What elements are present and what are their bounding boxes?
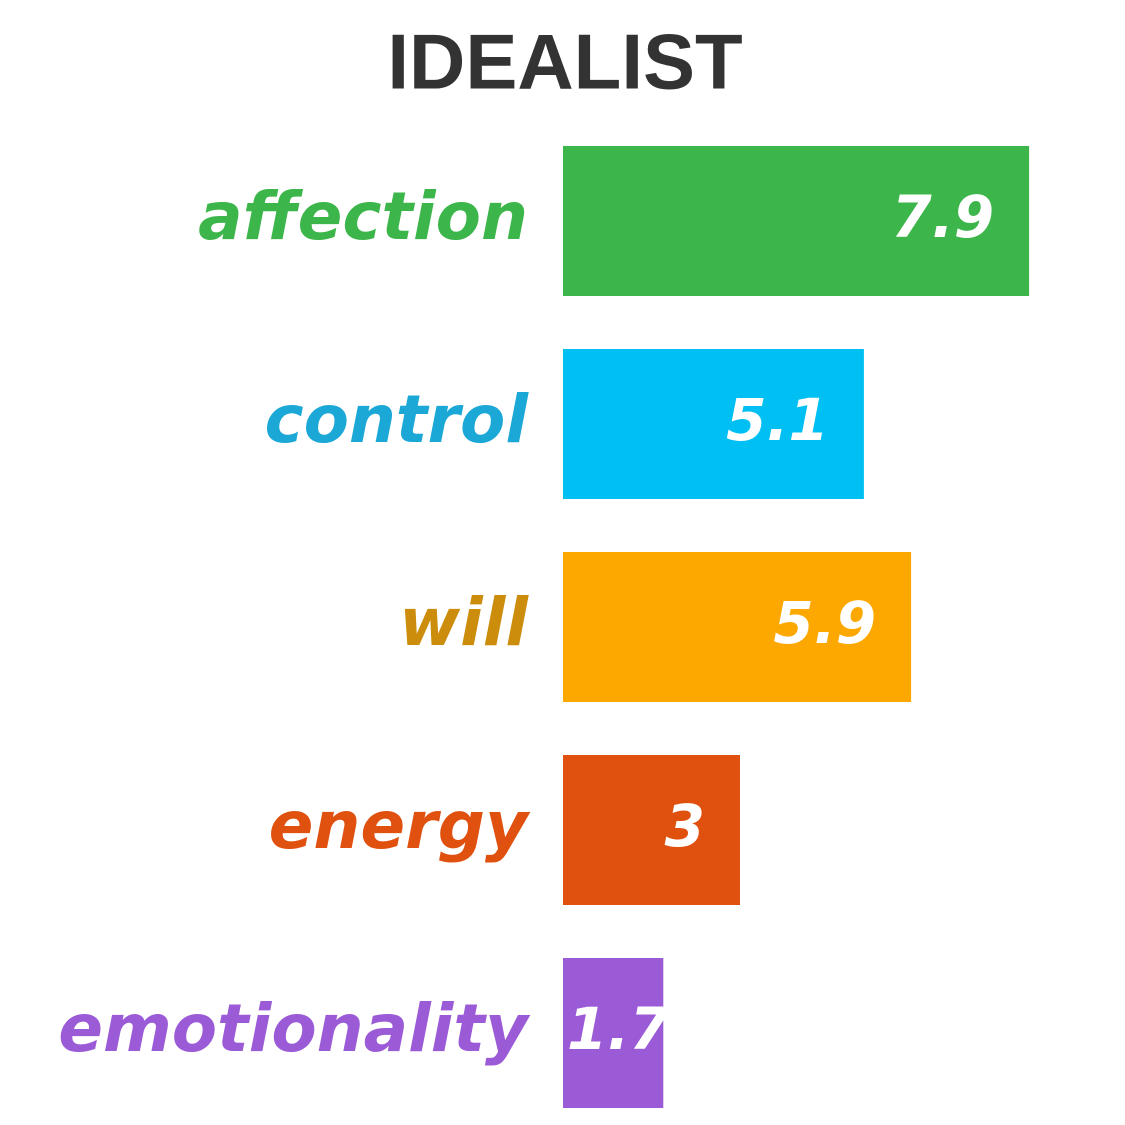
value-label: 5.1 xyxy=(726,386,829,454)
category-label: will xyxy=(399,584,529,661)
category-label: affection xyxy=(198,178,528,255)
category-label: energy xyxy=(269,787,531,864)
bar xyxy=(563,958,664,1108)
bar xyxy=(563,349,864,499)
value-label: 7.9 xyxy=(891,183,994,251)
bar xyxy=(563,146,1030,296)
category-label: control xyxy=(264,381,529,458)
chart-title: IDEALIST xyxy=(387,18,742,106)
bar xyxy=(563,755,740,905)
bar xyxy=(563,552,912,702)
category-label: emotionality xyxy=(58,990,531,1067)
value-label: 1.7 xyxy=(567,995,670,1063)
value-label: 5.9 xyxy=(773,589,876,657)
value-label: 3 xyxy=(665,792,705,860)
